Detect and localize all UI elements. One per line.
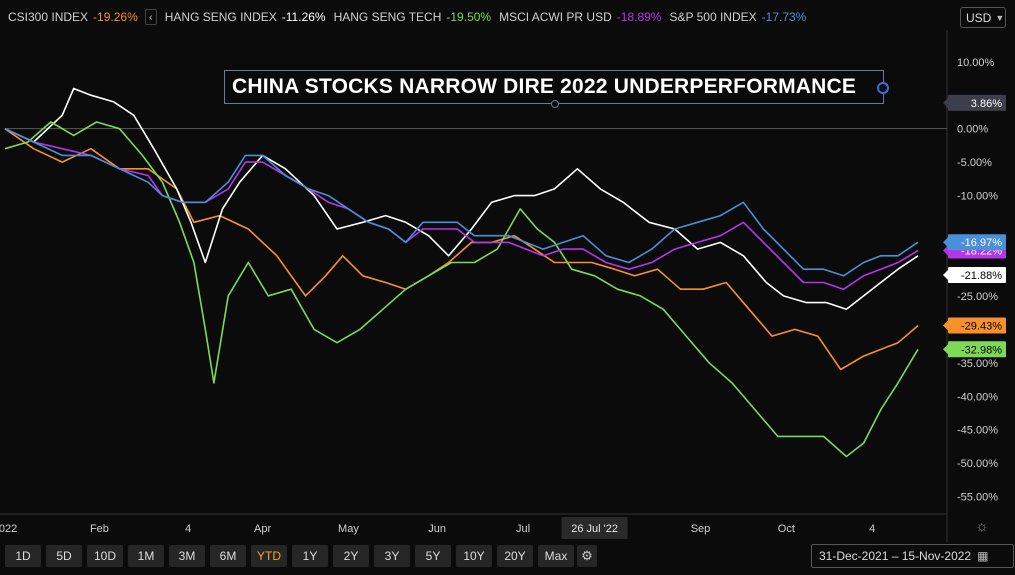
value-tag-box: [948, 94, 1006, 111]
x-tick-label: Sep: [691, 523, 711, 535]
currency-select[interactable]: USD ▼: [960, 7, 1006, 28]
y-tick-label: -5.00%: [957, 157, 992, 169]
legend-name: HANG SENG INDEX: [164, 10, 277, 24]
value-tag-box: [948, 317, 1006, 334]
range-button-3m[interactable]: 3M: [169, 545, 205, 567]
range-toolbar: 1D 5D 10D 1M 3M 6M YTD 1Y 2Y 3Y 5Y 10Y 20Y Max ⚙: [0, 542, 597, 570]
range-button-2y[interactable]: 2Y: [333, 545, 369, 567]
series-line-0: [4, 128, 919, 371]
x-tick-label: Jul: [516, 523, 530, 535]
title-drag-handle[interactable]: [877, 82, 889, 94]
chart-title[interactable]: CHINA STOCKS NARROW DIRE 2022 UNDERPERFO…: [224, 70, 884, 104]
value-tag-box: [948, 341, 1006, 358]
y-tick-label: -10.00%: [957, 191, 998, 203]
currency-label: USD: [966, 10, 992, 25]
range-button-1y[interactable]: 1Y: [292, 545, 328, 567]
series-line-3: [4, 127, 919, 290]
y-tick-label: -35.00%: [957, 358, 998, 370]
y-tick-label: -55.00%: [957, 492, 998, 504]
range-button-1m[interactable]: 1M: [128, 545, 164, 567]
legend-scroll-left-icon[interactable]: ‹: [144, 9, 157, 25]
legend-item-sp500[interactable]: S&P 500 INDEX -17.73%: [669, 10, 806, 24]
value-tag-box: [948, 267, 1006, 284]
x-tick-label: May: [338, 523, 359, 535]
x-tick-label: Apr: [254, 523, 271, 535]
legend-name: HANG SENG TECH: [333, 10, 442, 24]
legend-item-hang-seng-tech[interactable]: HANG SENG TECH -19.50%: [334, 10, 492, 24]
y-tick-label: -40.00%: [957, 391, 998, 403]
x-tick-label: 4: [185, 523, 191, 535]
value-tag-label: -29.43%: [961, 321, 1002, 333]
range-button-5y[interactable]: 5Y: [415, 545, 451, 567]
range-button-10y[interactable]: 10Y: [456, 545, 492, 567]
gear-icon[interactable]: ⚙: [577, 545, 597, 567]
series-line-2: [4, 121, 919, 458]
crosshair-date-label: 26 Jul '22: [571, 523, 618, 535]
series-line-4: [4, 127, 919, 277]
legend-value: -19.26%: [93, 10, 138, 24]
legend-value: -17.73%: [761, 10, 807, 24]
range-button-3y[interactable]: 3Y: [374, 545, 410, 567]
legend-value: -11.26%: [281, 10, 326, 24]
value-tag-label: -21.88%: [961, 270, 1002, 282]
range-button-6m[interactable]: 6M: [210, 545, 246, 567]
range-button-5d[interactable]: 5D: [46, 545, 82, 567]
value-tag-pointer: [943, 270, 948, 281]
x-tick-label: Jun: [428, 523, 446, 535]
range-button-1d[interactable]: 1D: [5, 545, 41, 567]
legend-value: -19.50%: [446, 10, 492, 24]
chevron-down-icon: ▼: [995, 12, 1005, 23]
range-button-10d[interactable]: 10D: [87, 545, 123, 567]
legend-name: S&P 500 INDEX: [669, 10, 757, 24]
legend-name: MSCI ACWI PR USD: [499, 10, 612, 24]
legend-name: CSI300 INDEX: [8, 10, 89, 24]
value-tag-pointer: [943, 237, 948, 248]
value-tag-pointer: [943, 97, 948, 108]
y-tick-label: 10.00%: [957, 57, 995, 69]
chart-settings-icon[interactable]: ☼: [975, 518, 989, 535]
calendar-icon: ▦: [977, 549, 989, 563]
range-button-20y[interactable]: 20Y: [497, 545, 533, 567]
y-tick-label: -50.00%: [957, 458, 998, 470]
value-tag-label: -16.97%: [961, 237, 1002, 249]
value-tag-pointer: [943, 344, 948, 355]
y-tick-label: -25.00%: [957, 291, 998, 303]
value-tag-box: [948, 234, 1006, 251]
value-tag-pointer: [943, 245, 948, 256]
legend-value: -18.89%: [616, 10, 662, 24]
legend-bar: CSI300 INDEX -19.26% ‹ HANG SENG INDEX -…: [0, 0, 950, 34]
crosshair-date-box: [561, 517, 628, 539]
value-tag-pointer: [943, 320, 948, 331]
legend-item-csi300[interactable]: CSI300 INDEX -19.26%: [8, 10, 138, 24]
value-tag-label: 3.86%: [971, 98, 1002, 110]
value-tag-label: -32.98%: [961, 344, 1002, 356]
x-tick-label: 4: [869, 523, 875, 535]
range-button-ytd[interactable]: YTD: [251, 545, 287, 567]
legend-item-hang-seng-index[interactable]: HANG SENG INDEX -11.26%: [165, 10, 326, 24]
x-tick-label: Oct: [778, 523, 795, 535]
legend-item-msci-acwi[interactable]: MSCI ACWI PR USD -18.89%: [499, 10, 661, 24]
range-button-max[interactable]: Max: [538, 545, 574, 567]
x-tick-label: Feb: [90, 523, 109, 535]
x-tick-label: 2022: [0, 523, 17, 535]
date-range-picker[interactable]: 31-Dec-2021 – 15-Nov-2022 ▦: [811, 544, 1014, 568]
date-range-text: 31-Dec-2021 – 15-Nov-2022: [819, 549, 972, 563]
title-resize-handle[interactable]: [551, 100, 559, 108]
y-tick-label: -45.00%: [957, 425, 998, 437]
y-tick-label: 0.00%: [957, 124, 988, 136]
series-line-1: [4, 87, 919, 311]
